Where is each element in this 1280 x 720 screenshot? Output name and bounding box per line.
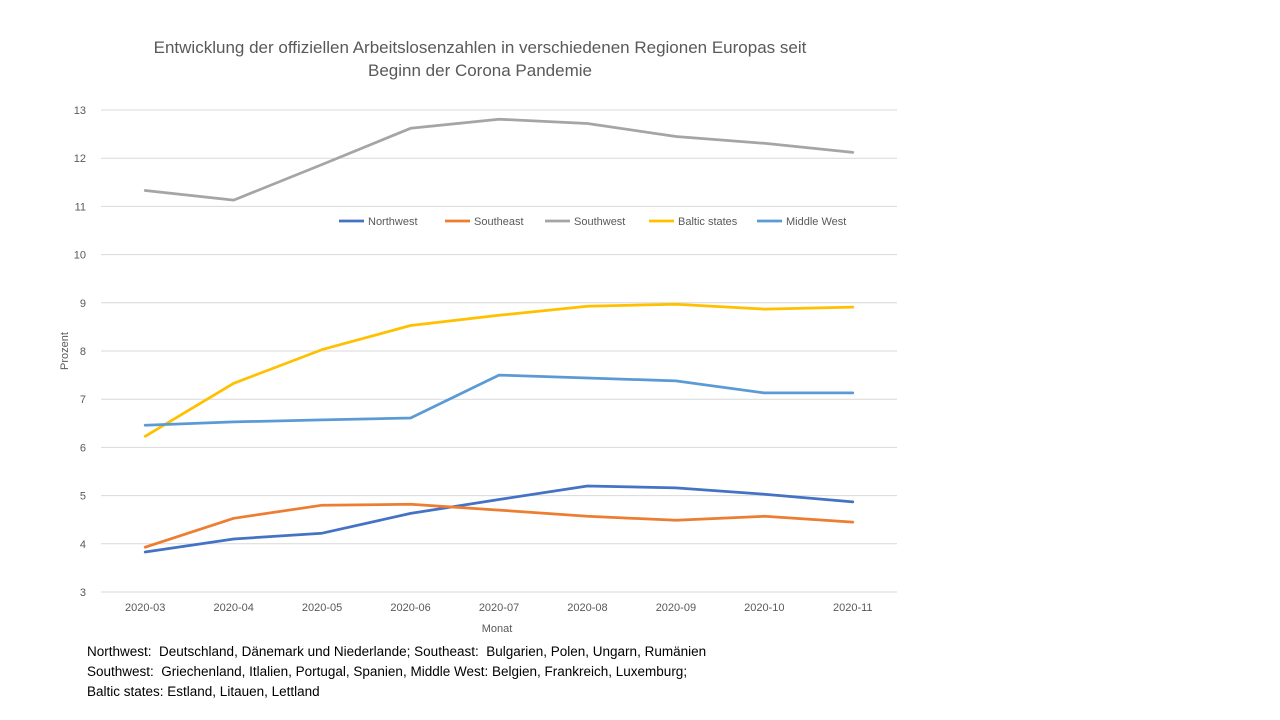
y-tick-label: 10 xyxy=(74,250,86,262)
series-line-northwest xyxy=(143,484,855,554)
x-tick-label: 2020-11 xyxy=(833,602,873,614)
y-tick-label: 13 xyxy=(74,105,86,117)
legend-label: Southeast xyxy=(474,216,524,228)
legend: Northwest Southeast Southwest Baltic states… xyxy=(339,216,846,228)
legend-label: Northwest xyxy=(368,216,418,228)
y-tick-label: 7 xyxy=(80,394,86,406)
footnote: Northwest: Deutschland, Dänemark und Nie… xyxy=(87,642,706,702)
series-line-southeast xyxy=(143,502,855,549)
x-tick-label: 2020-09 xyxy=(656,602,696,614)
x-axis-title: Monat xyxy=(482,623,513,635)
x-tick-label: 2020-07 xyxy=(479,602,519,614)
footnote-line-1: Northwest: Deutschland, Dänemark und Nie… xyxy=(87,644,707,659)
y-tick-label: 5 xyxy=(80,491,86,503)
y-tick-label: 4 xyxy=(80,539,86,551)
x-tick-label: 2020-03 xyxy=(125,602,165,614)
footnote-line-3: Baltic states: Estland, Litauen, Lettlan… xyxy=(87,684,320,699)
y-axis-title: Prozent xyxy=(59,332,71,370)
legend-label: Middle West xyxy=(786,216,846,228)
x-tick-label: 2020-04 xyxy=(213,602,253,614)
y-tick-label: 3 xyxy=(80,587,86,599)
y-tick-label: 8 xyxy=(80,346,86,358)
series-line-southwest xyxy=(143,117,855,202)
legend-label: Southwest xyxy=(574,216,625,228)
x-tick-label: 2020-06 xyxy=(390,602,430,614)
footnote-line-2: Southwest: Griechenland, Itlalien, Portu… xyxy=(87,664,688,679)
x-axis-ticks: 2020-03 2020-04 2020-05 2020-06 2020-07 2020-… xyxy=(125,602,873,614)
series-line-middle-west xyxy=(143,373,855,427)
legend-label: Baltic states xyxy=(678,216,738,228)
x-tick-label: 2020-08 xyxy=(567,602,607,614)
y-axis-ticks: 3 4 5 6 7 8 9 10 11 12 13 xyxy=(74,105,86,599)
series-line-baltic-states xyxy=(143,302,855,438)
gridlines xyxy=(101,109,897,593)
y-tick-label: 11 xyxy=(75,201,86,213)
chart-title-line-2: Beginn der Corona Pandemie xyxy=(368,61,592,80)
y-tick-label: 9 xyxy=(80,298,86,310)
series-lines xyxy=(143,117,855,554)
y-tick-label: 12 xyxy=(74,153,86,165)
chart-title: Entwicklung der offiziellen Arbeitslosen… xyxy=(130,36,830,82)
x-tick-label: 2020-05 xyxy=(302,602,342,614)
chart-title-line-1: Entwicklung der offiziellen Arbeitslosen… xyxy=(153,38,807,57)
y-tick-label: 6 xyxy=(80,442,86,454)
x-tick-label: 2020-10 xyxy=(744,602,784,614)
